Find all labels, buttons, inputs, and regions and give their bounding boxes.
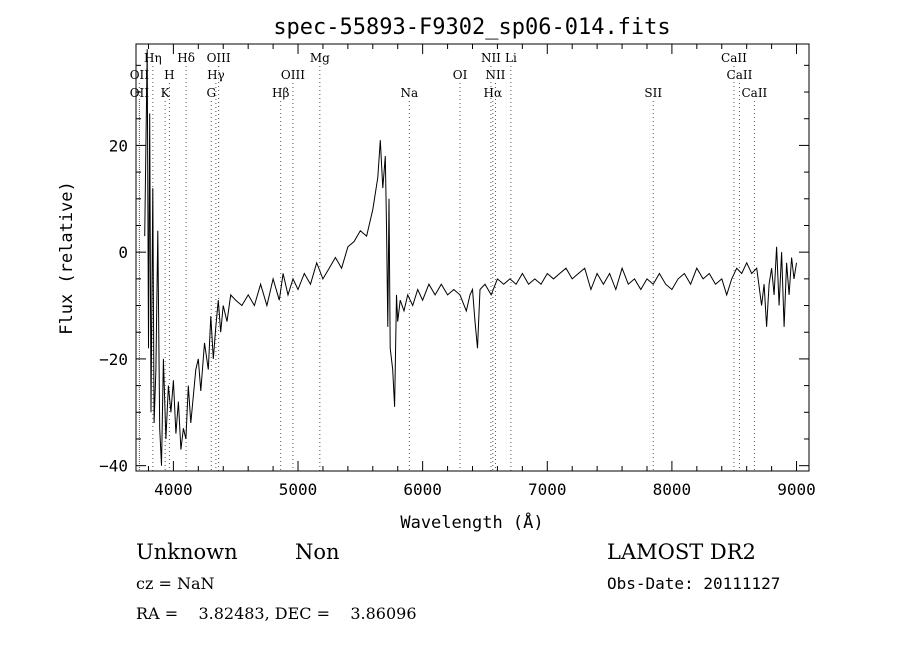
chart-title: spec-55893-F9302_sp06-014.fits (273, 15, 670, 40)
x-axis-label: Wavelength (Å) (400, 511, 543, 533)
line-marker-label: OIII (281, 68, 305, 82)
spectrum-line (144, 49, 797, 466)
x-tick-label: 8000 (653, 480, 692, 499)
line-marker-label: NII (481, 51, 501, 65)
x-tick-label: 6000 (403, 480, 442, 499)
survey-name: LAMOST DR2 (607, 540, 756, 564)
line-marker-label: SII (644, 86, 662, 100)
line-marker-label: G (206, 86, 216, 100)
object-subclass: Non (295, 540, 340, 564)
line-marker-label: Hα (484, 86, 503, 100)
line-marker-label: CaII (727, 68, 753, 82)
line-marker-label: K (161, 86, 171, 100)
observation-date: Obs-Date: 20111127 (607, 574, 781, 593)
y-tick-label: 0 (118, 243, 128, 262)
line-marker-label: Hη (144, 51, 162, 65)
line-marker-label: Mg (310, 51, 330, 65)
y-axis-label: Flux (relative) (57, 181, 77, 335)
y-tick-label: 20 (109, 136, 128, 155)
line-marker-label: Hβ (272, 86, 289, 100)
x-tick-label: 4000 (154, 480, 193, 499)
line-marker-label: Hγ (207, 68, 225, 82)
line-marker-label: OII (130, 68, 150, 82)
object-class: Unknown (136, 540, 238, 564)
line-marker-label: Li (505, 51, 517, 65)
plot-frame (135, 43, 810, 472)
line-marker-label: OII (130, 86, 150, 100)
ra-dec-coordinates: RA = 3.82483, DEC = 3.86096 (136, 604, 417, 623)
y-tick-label: −40 (99, 457, 128, 476)
y-tick-label: −20 (99, 350, 128, 369)
line-marker-label: Na (400, 86, 418, 100)
line-marker-label: CaII (741, 86, 767, 100)
x-tick-label: 9000 (777, 480, 816, 499)
x-tick-label: 7000 (528, 480, 567, 499)
redshift-cz: cz = NaN (136, 574, 215, 593)
line-marker-label: OIII (207, 51, 231, 65)
line-marker-label: OI (453, 68, 468, 82)
line-marker-label: NII (485, 68, 505, 82)
axis-ticks: 4000 5000 6000 7000 8000 9000 −40 −20 0 20 (99, 44, 816, 499)
line-marker-label: Hδ (177, 51, 195, 65)
line-marker-label: CaII (721, 51, 747, 65)
x-tick-label: 5000 (279, 480, 318, 499)
line-marker-label: H (164, 68, 174, 82)
